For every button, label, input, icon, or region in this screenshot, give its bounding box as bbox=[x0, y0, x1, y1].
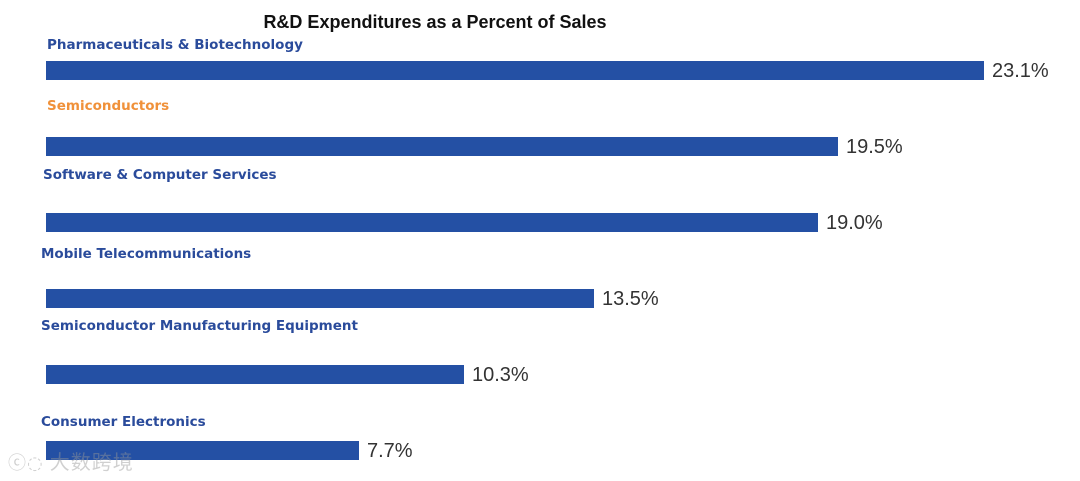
bar bbox=[46, 61, 984, 80]
category-label: Mobile Telecommunications bbox=[41, 246, 252, 262]
category-label: Semiconductor Manufacturing Equipment bbox=[41, 318, 358, 334]
bar bbox=[46, 213, 818, 232]
category-label: Consumer Electronics bbox=[41, 414, 206, 430]
watermark: ⓒ◌ 大数跨境 bbox=[8, 446, 134, 475]
watermark-text: 大数跨境 bbox=[49, 450, 134, 474]
category-label: Pharmaceuticals & Biotechnology bbox=[47, 37, 303, 53]
value-label: 10.3% bbox=[472, 364, 529, 386]
bar bbox=[46, 365, 464, 384]
chat-bubble-icon: ⓒ◌ bbox=[8, 453, 44, 474]
bar bbox=[46, 137, 838, 156]
category-label: Semiconductors bbox=[47, 98, 170, 114]
value-label: 13.5% bbox=[602, 288, 659, 310]
bar bbox=[46, 289, 594, 308]
bar bbox=[46, 441, 359, 460]
value-label: 7.7% bbox=[367, 440, 413, 462]
category-label: Software & Computer Services bbox=[43, 167, 277, 183]
value-label: 19.0% bbox=[826, 212, 883, 234]
value-label: 19.5% bbox=[846, 136, 903, 158]
chart-title: R&D Expenditures as a Percent of Sales bbox=[263, 12, 607, 32]
value-label: 23.1% bbox=[992, 60, 1049, 82]
